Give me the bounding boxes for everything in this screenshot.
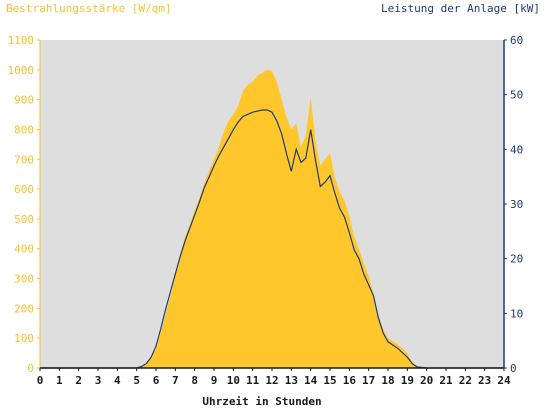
right-tick-label: 20 <box>510 253 523 266</box>
left-tick-label: 700 <box>14 153 34 166</box>
right-tick-label: 30 <box>510 198 523 211</box>
x-tick-label: 8 <box>191 374 198 387</box>
series-layer <box>40 69 504 369</box>
right-tick-label: 50 <box>510 89 523 102</box>
x-tick-label: 7 <box>172 374 179 387</box>
x-tick-label: 4 <box>114 374 121 387</box>
left-tick-label: 1100 <box>8 34 35 47</box>
left-tick-label: 400 <box>14 243 34 256</box>
x-tick-label: 5 <box>133 374 140 387</box>
irradiance-area <box>40 69 504 369</box>
left-tick-label: 1000 <box>8 64 35 77</box>
right-axis-title: Leistung der Anlage [kW] <box>381 2 540 15</box>
left-tick-label: 800 <box>14 123 34 136</box>
left-tick-label: 0 <box>27 362 34 375</box>
left-tick-label: 100 <box>14 332 34 345</box>
left-tick-label: 500 <box>14 213 34 226</box>
x-tick-label: 9 <box>211 374 218 387</box>
x-tick-label: 0 <box>37 374 44 387</box>
x-tick-label: 19 <box>401 374 414 387</box>
x-tick-label: 3 <box>95 374 102 387</box>
right-tick-label: 60 <box>510 34 523 47</box>
x-tick-label: 12 <box>265 374 278 387</box>
left-tick-label: 600 <box>14 183 34 196</box>
left-tick-label: 300 <box>14 273 34 286</box>
x-tick-label: 24 <box>497 374 511 387</box>
right-tick-label: 10 <box>510 307 523 320</box>
left-tick-label: 200 <box>14 302 34 315</box>
x-tick-label: 15 <box>323 374 336 387</box>
right-tick-label: 0 <box>510 362 517 375</box>
x-tick-label: 2 <box>75 374 82 387</box>
x-tick-label: 10 <box>227 374 240 387</box>
x-tick-label: 13 <box>285 374 298 387</box>
power-line <box>40 109 504 369</box>
x-tick-label: 17 <box>362 374 375 387</box>
x-tick-label: 6 <box>153 374 160 387</box>
x-tick-label: 20 <box>420 374 433 387</box>
x-axis-label: Uhrzeit in Stunden <box>202 395 321 408</box>
left-tick-label: 900 <box>14 94 34 107</box>
x-tick-label: 14 <box>304 374 318 387</box>
x-tick-label: 22 <box>459 374 472 387</box>
right-tick-label: 40 <box>510 143 523 156</box>
x-tick-label: 23 <box>478 374 491 387</box>
x-tick-label: 21 <box>439 374 453 387</box>
x-tick-label: 18 <box>381 374 394 387</box>
x-tick-label: 1 <box>56 374 63 387</box>
left-axis-title: Bestrahlungsstärke [W/qm] <box>6 2 172 15</box>
x-tick-label: 16 <box>343 374 357 387</box>
axes-layer: 0100200300400500600700800900100011000102… <box>8 34 524 387</box>
x-tick-label: 11 <box>246 374 260 387</box>
